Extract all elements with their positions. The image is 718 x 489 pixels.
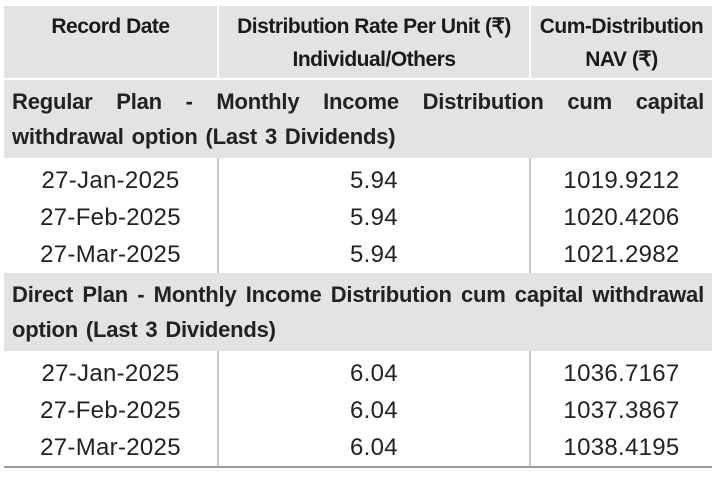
distribution-rate-cell: 6.04: [217, 429, 530, 468]
distribution-rate-cell: 6.04: [217, 351, 530, 392]
nav-cell: 1019.9212: [529, 158, 712, 199]
nav-cell: 1021.2982: [529, 236, 712, 273]
record-date-cell: 27-Mar-2025: [40, 240, 181, 268]
record-date-cell: 27-Jan-2025: [41, 166, 180, 194]
nav-cell: 1036.7167: [529, 351, 712, 392]
nav-cell: 1038.4195: [529, 429, 712, 468]
section-title-row: Direct Plan - Monthly Income Distributio…: [4, 273, 712, 351]
table-row: 27-Feb-2025 6.04 1037.3867: [4, 392, 712, 429]
record-date-cell: 27-Feb-2025: [40, 203, 181, 231]
header-record-date-label: Record Date: [51, 15, 170, 38]
header-nav-line1: Cum-Distribution: [539, 15, 704, 38]
table-row: 27-Jan-2025 6.04 1036.7167: [4, 351, 712, 392]
table-row: 27-Feb-2025 5.94 1020.4206: [4, 199, 712, 236]
header-cum-distribution-nav: Cum-Distribution NAV (₹): [529, 6, 712, 80]
header-distribution-rate-line2: Individual/Others: [292, 48, 456, 71]
header-row: Record Date Distribution Rate Per Unit (…: [4, 6, 712, 80]
distribution-rate-cell: 6.04: [217, 392, 530, 429]
record-date-cell: 27-Feb-2025: [40, 396, 181, 424]
nav-cell: 1037.3867: [529, 392, 712, 429]
distribution-rate-cell: 5.94: [217, 158, 530, 199]
nav-cell: 1020.4206: [529, 199, 712, 236]
table-row: 27-Mar-2025 5.94 1021.2982: [4, 236, 712, 273]
record-date-cell: 27-Mar-2025: [4, 429, 218, 468]
section-title-row: Regular Plan - Monthly Income Distributi…: [4, 79, 712, 158]
table-row: 27-Mar-2025 6.04 1038.4195: [4, 429, 712, 468]
header-distribution-rate: Distribution Rate Per Unit (₹) Individua…: [217, 6, 530, 80]
dividend-table: Record Date Distribution Rate Per Unit (…: [4, 6, 712, 468]
section-title-regular: Regular Plan - Monthly Income Distributi…: [4, 79, 712, 158]
record-date-cell: 27-Jan-2025: [41, 359, 180, 387]
distribution-rate-cell: 5.94: [217, 236, 530, 273]
distribution-rate-cell: 5.94: [217, 199, 530, 236]
section-title-direct: Direct Plan - Monthly Income Distributio…: [4, 273, 712, 351]
header-nav-line2: NAV (₹): [585, 48, 658, 71]
header-distribution-rate-line1: Distribution Rate Per Unit (₹): [237, 15, 511, 38]
table-row: 27-Jan-2025 5.94 1019.9212: [4, 158, 712, 199]
header-record-date: Record Date: [4, 6, 218, 80]
